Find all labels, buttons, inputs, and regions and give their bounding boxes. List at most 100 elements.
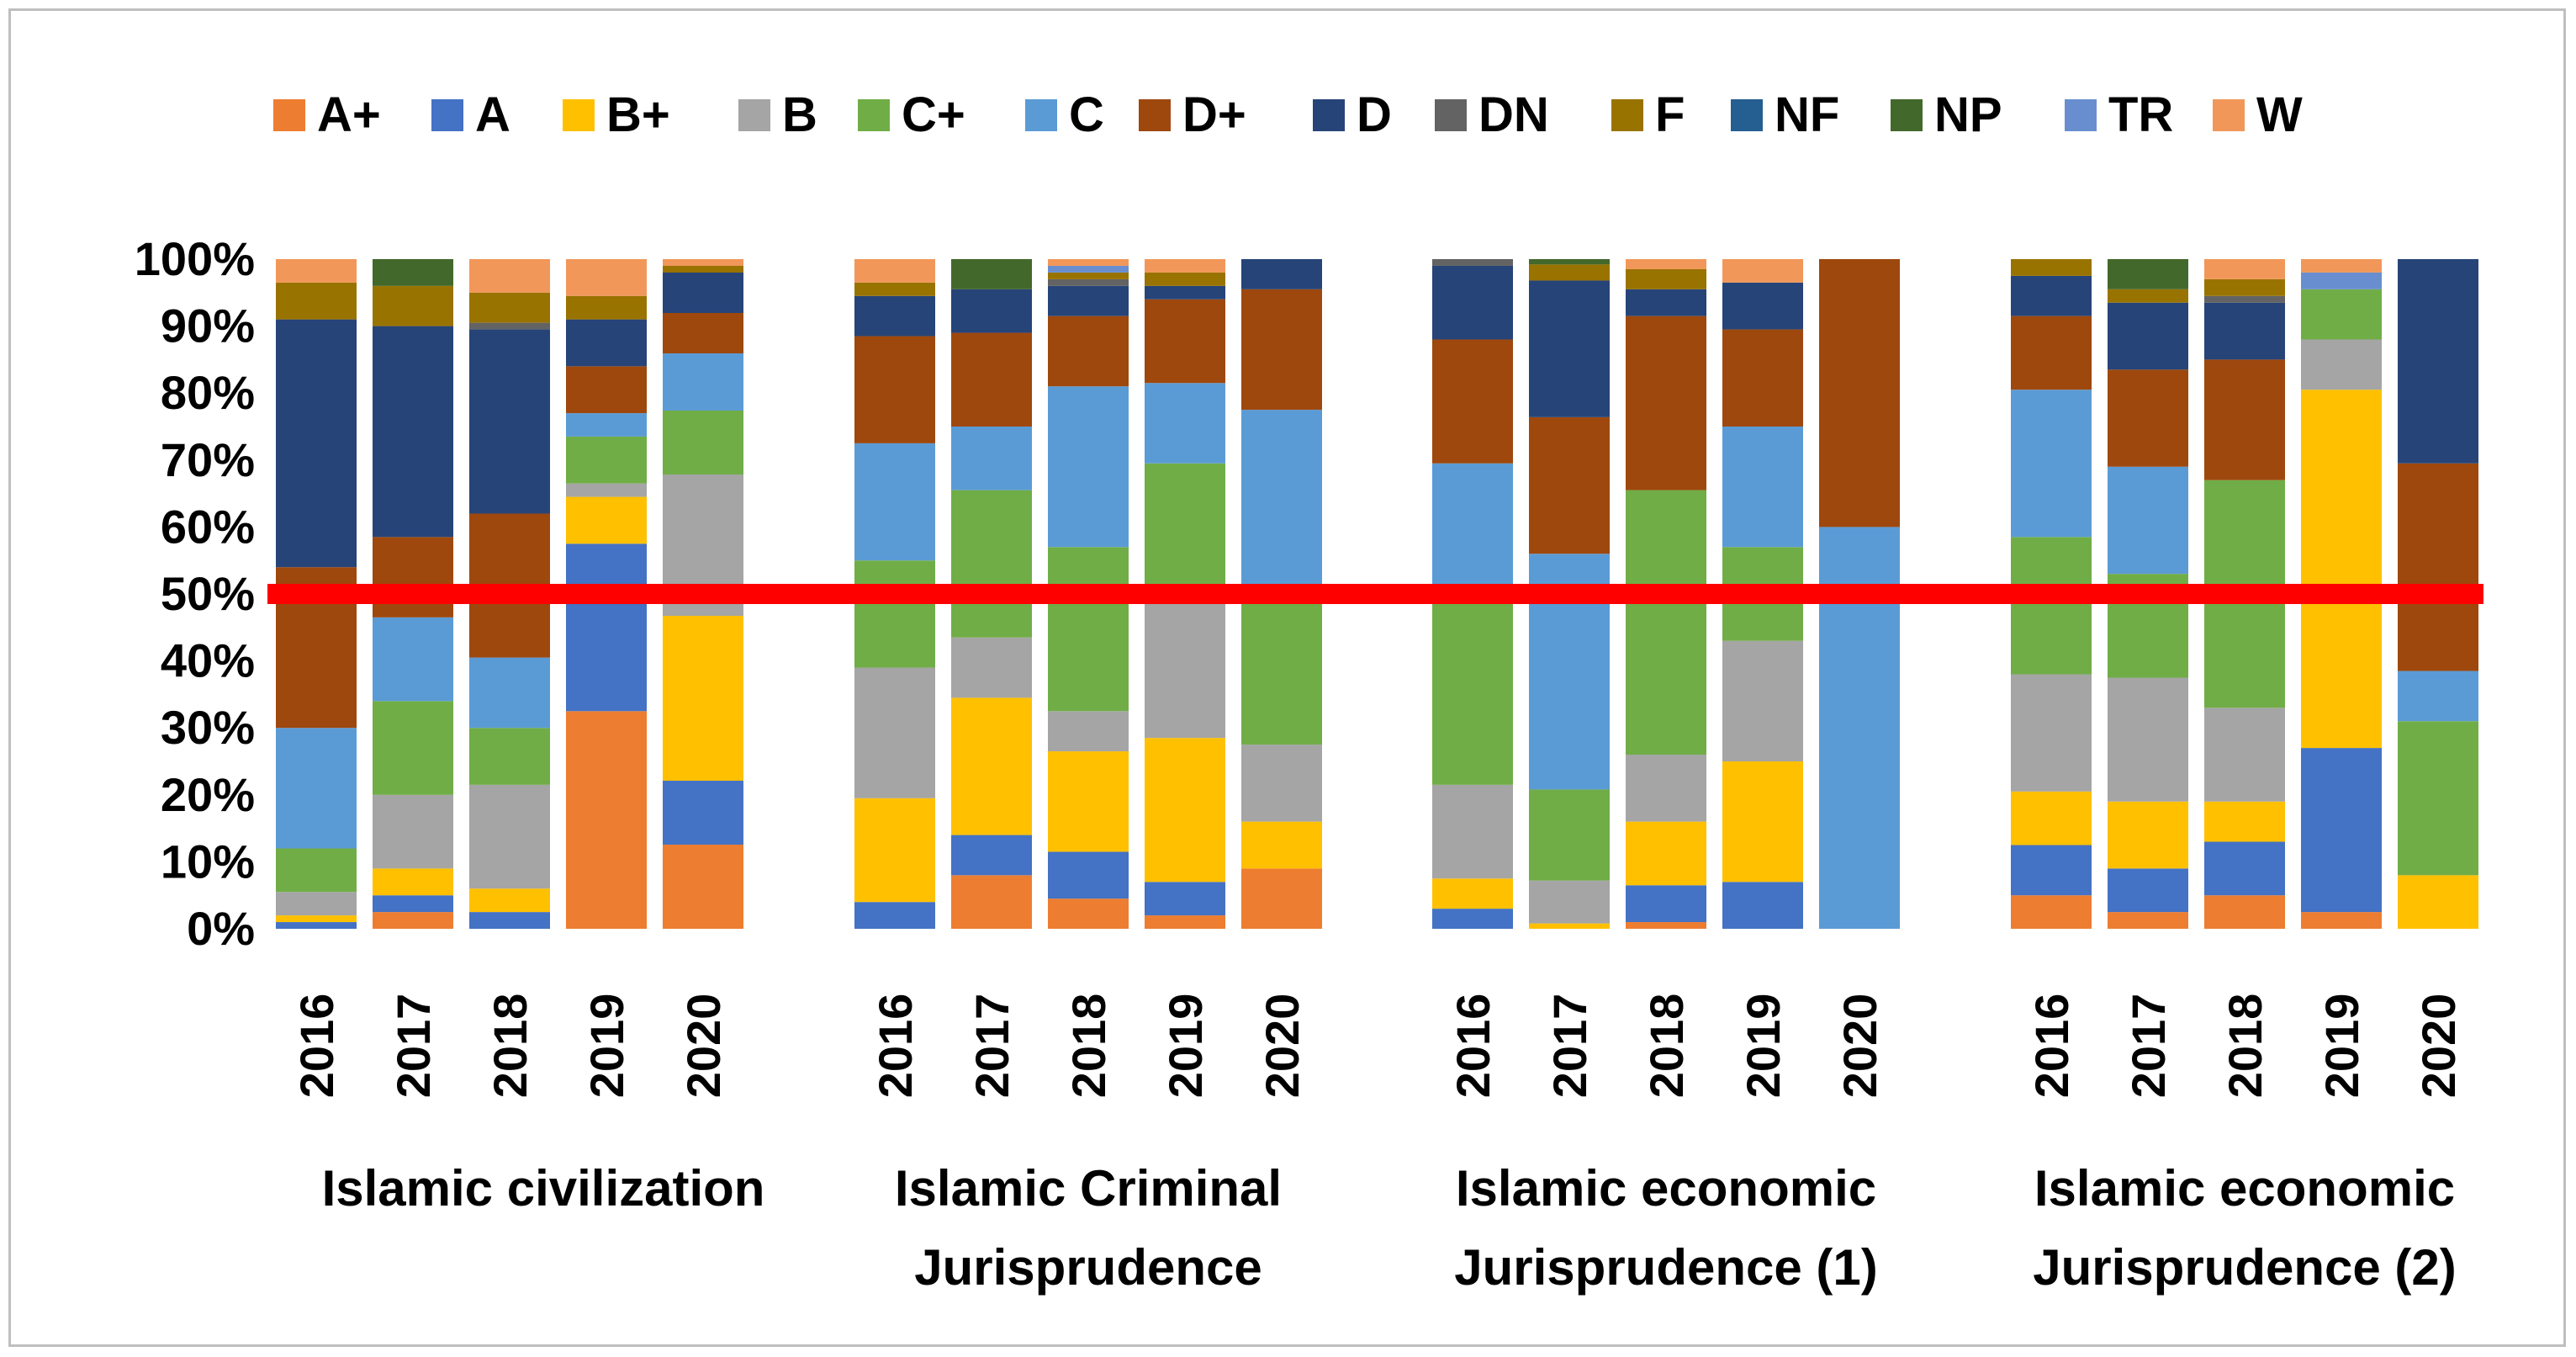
bar-segment-c-plus (2398, 721, 2478, 876)
bar-segment-c (1432, 463, 1513, 604)
bar-segment-d (854, 295, 935, 337)
bar-segment-b-plus (373, 868, 453, 896)
bar-segment-c (2011, 390, 2092, 538)
x-tick-label: 2020 (677, 994, 730, 1099)
bar-segment-b (2011, 674, 2092, 792)
x-tick-label: 2020 (1256, 994, 1309, 1099)
legend-swatch-tr (2065, 99, 2097, 131)
bar-segment-w (2204, 259, 2285, 279)
bar-segment-np (2108, 259, 2188, 289)
bar-segment-a (1048, 851, 1129, 899)
bar-segment-b (2108, 677, 2188, 802)
bar-segment-c-plus (1626, 490, 1706, 755)
bar-segment-b-plus (1241, 821, 1322, 869)
legend-label-b: B (782, 87, 817, 142)
bar-segment-f (2011, 259, 2092, 276)
bar-segment-w (566, 259, 647, 296)
x-tick-label: 2017 (1543, 994, 1596, 1099)
legend-label-a-plus: A+ (317, 87, 381, 142)
bar-segment-b-plus (854, 798, 935, 903)
bar-segment-c-plus (1529, 789, 1610, 881)
legend-swatch-d (1313, 99, 1345, 131)
bar-segment-c (951, 427, 1032, 490)
bar-segment-w (1145, 259, 1225, 273)
bar-segment-d (2108, 302, 2188, 370)
x-tick-label: 2018 (1640, 994, 1693, 1099)
bar-segment-b-plus (951, 697, 1032, 835)
bar-segment-b-plus (469, 888, 550, 913)
bar-segment-a-plus (373, 912, 453, 929)
bar-segment-dn (1432, 259, 1513, 266)
bar-segment-d-plus (566, 366, 647, 414)
y-tick-label: 50% (161, 567, 255, 620)
bar-segment-a (854, 902, 935, 929)
bar-segment-d (1048, 285, 1129, 316)
bar-segment-dn (469, 322, 550, 330)
bar-segment-f (1048, 272, 1129, 279)
bar-segment-f (1145, 272, 1225, 286)
bar-segment-d-plus (1048, 315, 1129, 387)
x-tick-label: 2019 (580, 994, 633, 1099)
bar-segment-b (1432, 784, 1513, 879)
bar-segment-c (1722, 427, 1803, 548)
bar-segment-d (2398, 259, 2478, 464)
bar-segment-f (276, 282, 357, 320)
legend-label-f: F (1655, 87, 1685, 142)
y-tick-label: 100% (135, 232, 255, 285)
bars-layer (276, 259, 2478, 929)
legend: A+ A B+ B C+ C D+ D DN F NF NP TR W (273, 87, 2303, 142)
bar-segment-b-plus (1722, 761, 1803, 883)
bar-segment-c (1241, 410, 1322, 588)
legend-swatch-b (738, 99, 770, 131)
bar-segment-c (276, 728, 357, 849)
legend-swatch-a-plus (273, 99, 305, 131)
bar-segment-b-plus (1432, 878, 1513, 909)
bar-segment-d-plus (2398, 463, 2478, 671)
bar-segment-b-plus (1145, 738, 1225, 883)
bar-segment-c-plus (373, 701, 453, 795)
bar-segment-d (2011, 275, 2092, 316)
x-tick-label: 2018 (484, 994, 537, 1099)
bar-segment-d (2204, 302, 2285, 360)
legend-label-c: C (1069, 87, 1104, 142)
x-tick-label: 2019 (2315, 994, 2368, 1099)
bar-segment-w (276, 259, 357, 283)
x-tick-label: 2016 (2025, 994, 2078, 1099)
bar-segment-b-plus (663, 616, 743, 781)
bar-segment-b (2301, 339, 2382, 390)
bar-segment-dn (2204, 295, 2285, 303)
group-label: Islamic economic (1456, 1160, 1876, 1217)
legend-swatch-b-plus (563, 99, 595, 131)
bar-segment-a-plus (2011, 895, 2092, 929)
bar-segment-b-plus (2011, 791, 2092, 845)
bar-segment-a (1722, 882, 1803, 929)
chart-frame: A+ A B+ B C+ C D+ D DN F NF NP TR W 0% 10% 20% 30% 40% 50%… (8, 8, 2566, 1347)
bar-segment-a-plus (1145, 915, 1225, 929)
group-label: Islamic civilization (322, 1160, 765, 1217)
bar-segment-w (2301, 259, 2382, 273)
y-tick-label: 20% (161, 768, 255, 821)
bar-segment-w (1722, 259, 1803, 283)
bar-segment-b (1626, 755, 1706, 822)
bar-segment-a (469, 912, 550, 929)
bar-segment-d-plus (1145, 299, 1225, 384)
bar-segment-b (566, 483, 647, 497)
bar-segment-b (2204, 708, 2285, 802)
x-tick-label: 2020 (1833, 994, 1886, 1099)
bar-segment-b-plus (2204, 801, 2285, 842)
x-tick-label: 2016 (290, 994, 343, 1099)
y-axis: 0% 10% 20% 30% 40% 50% 60% 70% 80% 90% 100% (135, 232, 255, 955)
bar-segment-c (2398, 671, 2478, 722)
x-tick-label: 2016 (1447, 994, 1500, 1099)
bar-segment-b-plus (2398, 875, 2478, 929)
group-label: Jurisprudence (2) (2033, 1239, 2456, 1296)
legend-swatch-a (431, 99, 463, 131)
bar-segment-f (2108, 289, 2188, 303)
bar-segment-c-plus (469, 728, 550, 785)
legend-label-b-plus: B+ (606, 87, 670, 142)
legend-label-nf: NF (1775, 87, 1839, 142)
bar-segment-np (1529, 259, 1610, 265)
bar-segment-d-plus (2204, 359, 2285, 480)
bar-segment-a (1432, 909, 1513, 929)
bar-segment-f (566, 295, 647, 320)
